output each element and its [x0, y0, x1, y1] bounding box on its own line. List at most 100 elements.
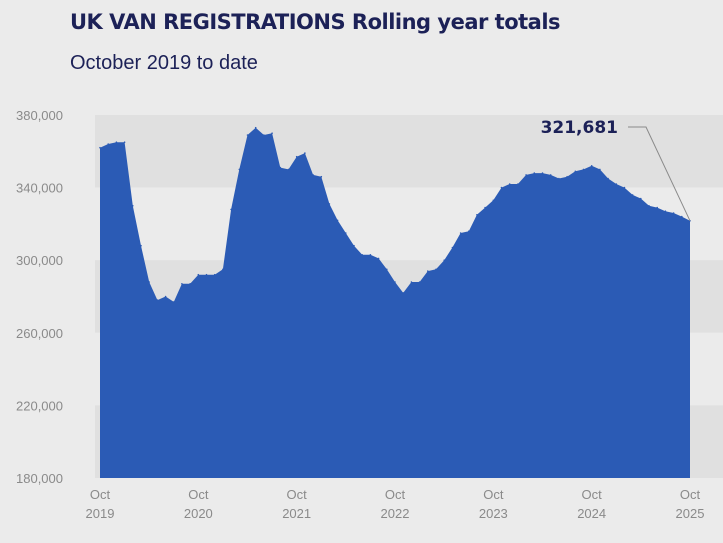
data-point [615, 183, 618, 185]
data-point [672, 212, 675, 214]
data-point [566, 175, 568, 178]
x-tick-month: Oct [483, 487, 504, 502]
data-point [263, 134, 265, 136]
data-point [361, 254, 364, 256]
x-tick-year: 2025 [676, 506, 705, 521]
data-point [549, 174, 552, 176]
x-tick-month: Oct [188, 487, 209, 502]
data-point [582, 168, 585, 171]
data-point [599, 168, 601, 171]
data-point [148, 281, 150, 283]
data-point [181, 283, 183, 285]
data-point [213, 273, 216, 276]
data-point [304, 152, 306, 154]
data-point [295, 155, 298, 158]
data-point [492, 199, 495, 202]
x-tick-year: 2021 [282, 506, 311, 521]
data-point [468, 230, 470, 232]
y-tick-label: 260,000 [16, 326, 63, 341]
data-point [238, 168, 241, 171]
data-point [451, 246, 454, 249]
data-point [443, 259, 446, 262]
x-tick-month: Oct [385, 487, 406, 502]
grid-band [95, 115, 723, 188]
data-point [345, 232, 347, 234]
data-point [369, 254, 372, 256]
data-point [500, 186, 503, 189]
data-point [107, 143, 109, 145]
x-tick-year: 2019 [86, 506, 115, 521]
callout-leader-line [628, 126, 691, 222]
x-tick-year: 2020 [184, 506, 213, 521]
data-point [271, 132, 273, 134]
data-point [230, 208, 232, 211]
data-point [164, 295, 167, 298]
data-point [476, 214, 478, 216]
data-point [132, 205, 134, 207]
data-point [631, 194, 634, 196]
data-point [99, 146, 101, 149]
data-point [508, 183, 511, 185]
y-tick-label: 220,000 [16, 398, 63, 413]
data-point [115, 141, 118, 143]
chart-title: UK VAN REGISTRATIONS Rolling year totals [70, 10, 561, 34]
data-point [189, 283, 191, 285]
data-point [664, 210, 667, 212]
data-point [459, 232, 462, 234]
callout-layer: 321,681 [541, 118, 691, 222]
y-tick-label: 300,000 [16, 253, 63, 268]
data-point [320, 175, 323, 178]
data-point [517, 183, 519, 185]
data-point [287, 168, 290, 171]
data-point [205, 273, 208, 276]
data-point [336, 219, 339, 222]
registrations-area [100, 127, 690, 478]
data-point [328, 203, 331, 205]
x-axis-ticks: Oct 2019 Oct 2020 Oct 2021 Oct 2022 Oct 2023 Oct 20… [86, 487, 705, 521]
data-point [640, 197, 642, 200]
data-point [312, 174, 314, 176]
data-point [156, 299, 159, 301]
data-point [377, 257, 380, 260]
y-axis-ticks: 380,000 340,000 300,000 260,000 220,000 180,0… [16, 108, 63, 486]
data-point [173, 301, 175, 303]
x-tick-month: Oct [287, 487, 308, 502]
data-point [123, 141, 126, 143]
data-point [394, 281, 396, 283]
data-point [590, 165, 593, 167]
data-point [558, 177, 560, 180]
data-point [623, 186, 626, 189]
y-tick-label: 180,000 [16, 471, 63, 486]
data-point [140, 244, 142, 247]
data-point [525, 174, 527, 176]
x-tick-year: 2024 [577, 506, 606, 521]
data-point [197, 273, 200, 276]
data-point [656, 206, 658, 209]
data-point [574, 170, 577, 173]
data-point [402, 292, 405, 294]
data-point [484, 206, 486, 209]
chart-subtitle: October 2019 to date [70, 52, 258, 74]
data-point [222, 268, 224, 271]
x-tick-year: 2022 [381, 506, 410, 521]
data-point [386, 268, 388, 271]
area-layer [99, 126, 691, 478]
x-tick-month: Oct [680, 487, 701, 502]
x-tick-month: Oct [90, 487, 111, 502]
y-tick-label: 340,000 [16, 181, 63, 196]
data-point [648, 205, 650, 207]
data-point [279, 166, 282, 169]
data-point [681, 215, 683, 218]
data-point [541, 172, 544, 174]
y-tick-label: 380,000 [16, 108, 63, 123]
x-tick-year: 2023 [479, 506, 508, 521]
data-point [254, 126, 257, 129]
data-point [410, 281, 413, 283]
latest-value-label: 321,681 [541, 118, 618, 138]
data-point [353, 244, 355, 247]
data-point [418, 281, 421, 283]
data-point [246, 134, 249, 136]
data-point [607, 177, 609, 180]
x-tick-month: Oct [582, 487, 603, 502]
